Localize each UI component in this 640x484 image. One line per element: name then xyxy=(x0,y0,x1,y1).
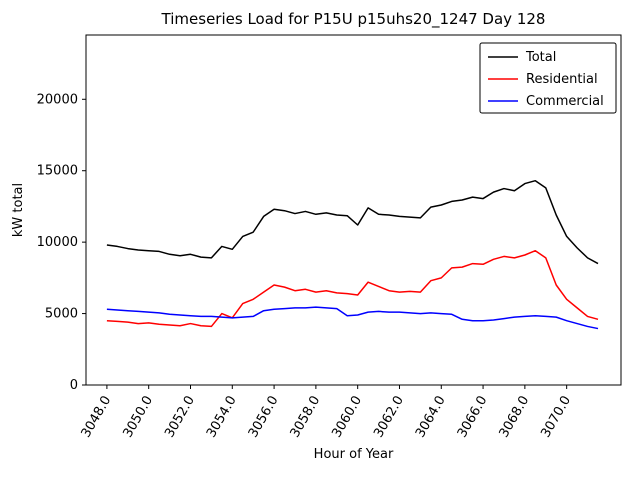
x-tick-label: 3062.0 xyxy=(371,394,407,441)
x-axis-label: Hour of Year xyxy=(314,447,394,462)
chart-title: Timeseries Load for P15U p15uhs20_1247 D… xyxy=(161,10,546,29)
legend-label-total: Total xyxy=(525,50,556,65)
series-line-commercial xyxy=(106,306,599,330)
series-line-total xyxy=(106,179,599,265)
x-tick-label: 3064.0 xyxy=(413,394,449,441)
y-tick-label: 15000 xyxy=(37,164,78,179)
x-tick-label: 3070.0 xyxy=(538,394,574,441)
y-axis-label: kW total xyxy=(11,183,26,237)
legend-label-commercial: Commercial xyxy=(526,94,604,109)
x-tick-label: 3068.0 xyxy=(497,394,533,441)
x-tick-label: 3054.0 xyxy=(204,394,240,441)
y-tick-label: 5000 xyxy=(45,307,78,322)
y-tick-label: 0 xyxy=(70,378,78,393)
y-tick-label: 20000 xyxy=(37,92,78,107)
x-tick-label: 3056.0 xyxy=(246,394,282,441)
x-tick-label: 3048.0 xyxy=(79,394,115,441)
x-tick-label: 3052.0 xyxy=(162,394,198,441)
x-tick-label: 3066.0 xyxy=(455,394,491,441)
legend-box xyxy=(479,42,617,114)
x-tick-label: 3050.0 xyxy=(120,394,156,441)
x-tick-label: 3058.0 xyxy=(288,394,324,441)
series-line-residential xyxy=(106,249,599,328)
legend-label-residential: Residential xyxy=(526,72,598,87)
x-tick-label: 3060.0 xyxy=(329,394,365,441)
y-tick-label: 10000 xyxy=(37,235,78,250)
